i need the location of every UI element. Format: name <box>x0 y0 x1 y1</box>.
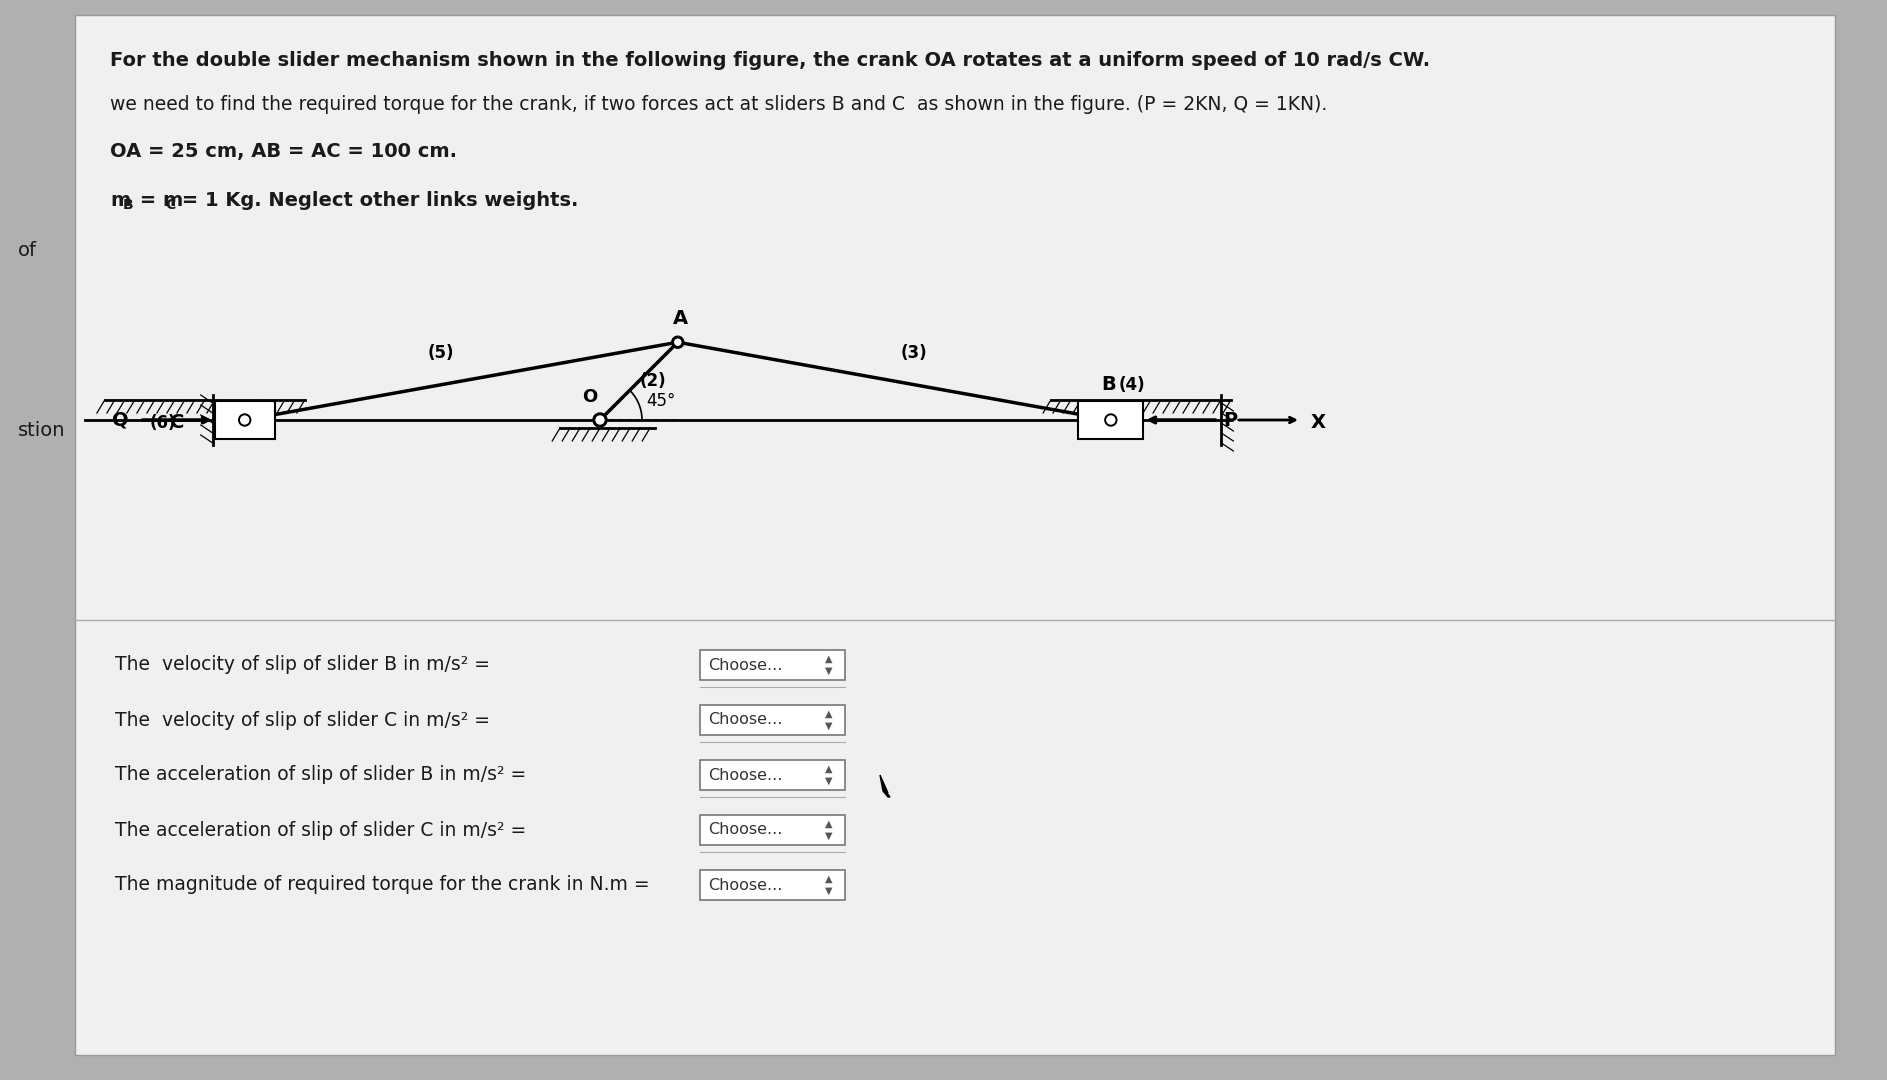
Circle shape <box>1106 414 1117 426</box>
Text: (4): (4) <box>1119 376 1145 394</box>
Text: X: X <box>1311 413 1327 432</box>
Text: ▲: ▲ <box>825 819 832 829</box>
Text: (2): (2) <box>640 373 666 390</box>
Text: ▼: ▼ <box>825 831 832 841</box>
Polygon shape <box>879 775 891 797</box>
Text: ▲: ▲ <box>825 874 832 885</box>
Text: we need to find the required torque for the crank, if two forces act at sliders : we need to find the required torque for … <box>109 95 1327 114</box>
Text: OA = 25 cm, AB = AC = 100 cm.: OA = 25 cm, AB = AC = 100 cm. <box>109 143 457 162</box>
Text: For the double slider mechanism shown in the following figure, the crank OA rota: For the double slider mechanism shown in… <box>109 51 1430 69</box>
Text: ▲: ▲ <box>825 708 832 719</box>
Bar <box>700 705 845 735</box>
Bar <box>700 870 845 900</box>
Text: 45°: 45° <box>645 392 676 410</box>
Bar <box>700 815 845 845</box>
Text: The acceleration of slip of slider C in m/s² =: The acceleration of slip of slider C in … <box>115 821 526 839</box>
Text: ▼: ▼ <box>825 886 832 896</box>
Text: Choose...: Choose... <box>708 713 783 728</box>
Circle shape <box>1108 416 1115 424</box>
Bar <box>700 760 845 789</box>
Circle shape <box>596 416 604 424</box>
Text: ▲: ▲ <box>825 654 832 664</box>
Text: C: C <box>170 413 185 432</box>
Circle shape <box>672 336 683 348</box>
Text: ▼: ▼ <box>825 666 832 676</box>
Text: stion: stion <box>19 420 66 440</box>
Text: Choose...: Choose... <box>708 658 783 673</box>
Text: (6): (6) <box>149 414 175 432</box>
Text: Choose...: Choose... <box>708 877 783 892</box>
Text: B: B <box>1100 375 1115 394</box>
Text: The  velocity of slip of slider B in m/s² =: The velocity of slip of slider B in m/s²… <box>115 656 491 675</box>
Text: The acceleration of slip of slider B in m/s² =: The acceleration of slip of slider B in … <box>115 766 526 784</box>
Bar <box>1077 401 1144 438</box>
Text: ▲: ▲ <box>825 764 832 774</box>
Text: A: A <box>674 309 689 328</box>
Text: The  velocity of slip of slider C in m/s² =: The velocity of slip of slider C in m/s²… <box>115 711 491 729</box>
Circle shape <box>242 416 249 424</box>
Text: (5): (5) <box>428 345 455 362</box>
Text: of: of <box>19 241 38 259</box>
Text: m: m <box>109 190 130 210</box>
Circle shape <box>593 413 608 427</box>
Text: B: B <box>123 198 134 212</box>
Text: ▼: ▼ <box>825 721 832 731</box>
Text: Q: Q <box>111 411 128 430</box>
Text: = 1 Kg. Neglect other links weights.: = 1 Kg. Neglect other links weights. <box>175 190 579 210</box>
Circle shape <box>240 414 251 426</box>
Text: O: O <box>581 388 598 406</box>
Circle shape <box>676 339 681 346</box>
Text: ▼: ▼ <box>825 777 832 786</box>
Text: Choose...: Choose... <box>708 768 783 783</box>
Text: = m: = m <box>132 190 183 210</box>
Bar <box>215 401 276 438</box>
Text: (3): (3) <box>900 345 928 362</box>
Text: The magnitude of required torque for the crank in N.m =: The magnitude of required torque for the… <box>115 876 649 894</box>
Text: C: C <box>164 198 175 212</box>
Bar <box>700 650 845 680</box>
Text: Choose...: Choose... <box>708 823 783 837</box>
Text: P: P <box>1223 411 1238 430</box>
